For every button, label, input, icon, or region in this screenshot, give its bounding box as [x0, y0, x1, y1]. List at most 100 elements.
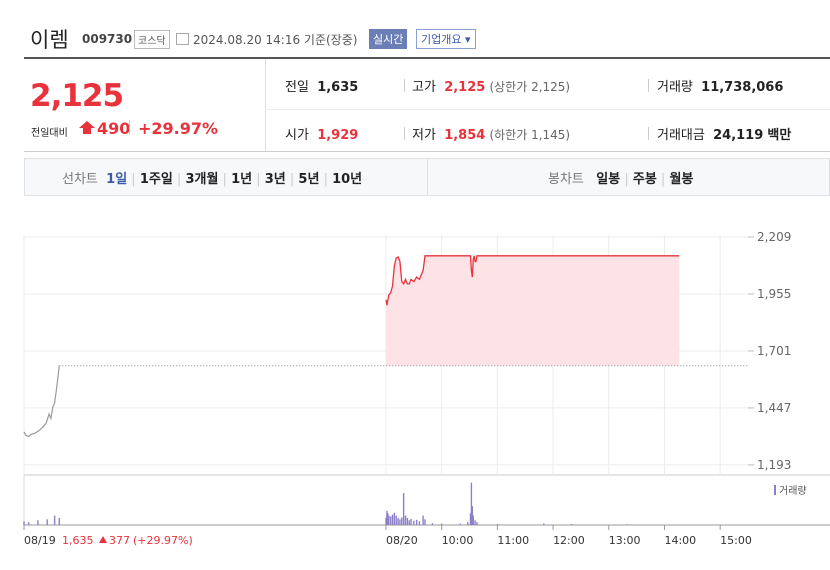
field-open: 시가 1,929: [285, 124, 358, 143]
volume-bar: [472, 515, 474, 525]
volume-bar: [399, 519, 401, 525]
volume-bar: [470, 482, 473, 525]
sep: [129, 120, 130, 135]
volume-bar: [440, 523, 443, 525]
field-amount: 거래대금 24,119 백만: [657, 124, 791, 143]
sep: [648, 127, 649, 140]
up-triangle: [99, 536, 107, 543]
tab[interactable]: 1주일: [139, 172, 173, 187]
volume-bar: [388, 515, 390, 525]
volume-bar: [466, 522, 469, 525]
volume-bar: [389, 516, 392, 525]
volume-bar: [27, 522, 30, 525]
sep: [404, 127, 405, 140]
x-tick-label: 14:00: [664, 534, 696, 547]
volume-bar: [408, 520, 410, 525]
x-tick-label: 15:00: [720, 534, 752, 547]
field-prev: 전일 1,635: [285, 76, 358, 95]
volume-bar: [393, 512, 396, 525]
tab[interactable]: 주봉: [632, 172, 657, 187]
x-tick-label: 13:00: [609, 534, 641, 547]
value: 2,125: [444, 80, 486, 95]
stock-code: 009730: [82, 32, 133, 46]
volume-bar: [415, 519, 418, 525]
volume-bar: [410, 518, 412, 525]
volume-bar: [53, 515, 56, 525]
volume-bar: [543, 523, 545, 525]
timestamp: 2024.08.20 14:16 기준(장중): [193, 33, 358, 47]
volume-bar: [469, 513, 472, 525]
quote-bottom-border: [24, 151, 830, 152]
volume-bar: [58, 517, 60, 525]
candle-tabs: 봉차트 일봉 | 주봉 | 월봉: [548, 172, 694, 187]
field-low: 저가 1,854 (하한가 1,145): [412, 124, 570, 143]
tab[interactable]: 3년: [264, 172, 286, 187]
volume-bar: [404, 515, 407, 525]
x-tick-label: 11:00: [497, 534, 529, 547]
volume-bar: [431, 523, 434, 525]
y-tick-label: 1,701: [757, 344, 791, 358]
value: 1,854: [444, 128, 486, 143]
tab-label: 봉차트: [548, 172, 584, 187]
volume-bar: [401, 517, 403, 525]
volume-bar: [391, 514, 394, 525]
up-arrow: [79, 121, 95, 134]
value: 24,119: [713, 128, 764, 143]
tab[interactable]: 일봉: [596, 172, 621, 187]
unit: 백만: [767, 128, 792, 143]
quote-top-border: [24, 57, 830, 59]
field-high: 고가 2,125 (상한가 2,125): [412, 76, 570, 95]
sep: [404, 79, 405, 92]
volume-bar: [496, 524, 499, 525]
volume-bar: [37, 520, 39, 525]
note: (상한가 2,125): [489, 80, 571, 94]
quote-divider: [265, 59, 266, 151]
volume-bar: [402, 493, 405, 525]
tab[interactable]: 10년: [332, 172, 363, 187]
volume-legend-swatch: [774, 485, 776, 495]
change-value: 490: [97, 119, 131, 138]
tab-label: 선차트: [62, 172, 98, 187]
volume-bar: [387, 513, 389, 525]
y-tick-label: 1,955: [757, 287, 791, 301]
tab[interactable]: 5년: [298, 172, 320, 187]
label: 저가: [412, 128, 436, 143]
sep: [648, 79, 649, 92]
calendar-icon: [176, 33, 189, 45]
x-tick-label: 12:00: [553, 534, 585, 547]
tab[interactable]: 1일: [106, 172, 128, 187]
label: 거래량: [657, 80, 693, 95]
volume-bar: [570, 524, 573, 525]
volume-bar: [474, 520, 476, 525]
market-badge: 코스닥: [134, 30, 170, 49]
tab[interactable]: 1년: [231, 172, 253, 187]
y-tick-label: 1,447: [757, 401, 791, 415]
tab[interactable]: 월봉: [669, 172, 694, 187]
company-info-button[interactable]: 기업개요 ▾: [416, 29, 476, 49]
realtime-badge[interactable]: 실시간: [369, 29, 408, 49]
field-volume: 거래량 11,738,066: [657, 76, 783, 95]
label: 시가: [285, 128, 309, 143]
volume-bar: [386, 510, 388, 525]
value: 1,929: [317, 128, 359, 143]
label: 전일: [285, 80, 309, 95]
volume-bar: [422, 515, 424, 525]
volume-bar: [46, 519, 48, 525]
volume-bar: [385, 517, 387, 525]
volume-bar: [413, 520, 415, 525]
price-line: [385, 255, 680, 306]
prev-change-pct: (+29.97%): [133, 534, 193, 547]
volume-bar: [424, 519, 426, 525]
change-pct: +29.97%: [138, 119, 219, 138]
volume-bar: [395, 515, 397, 525]
volume-bar: [406, 517, 409, 525]
tab[interactable]: 3개월: [185, 172, 219, 187]
y-tick-label: 1,193: [757, 458, 791, 472]
stock-name: 이렘: [30, 28, 69, 52]
label: 고가: [412, 80, 436, 95]
volume-bar: [471, 506, 474, 525]
change-label: 전일대비: [31, 128, 68, 139]
current-price: 2,125: [30, 78, 124, 114]
company-info-label: 기업개요: [421, 33, 462, 46]
